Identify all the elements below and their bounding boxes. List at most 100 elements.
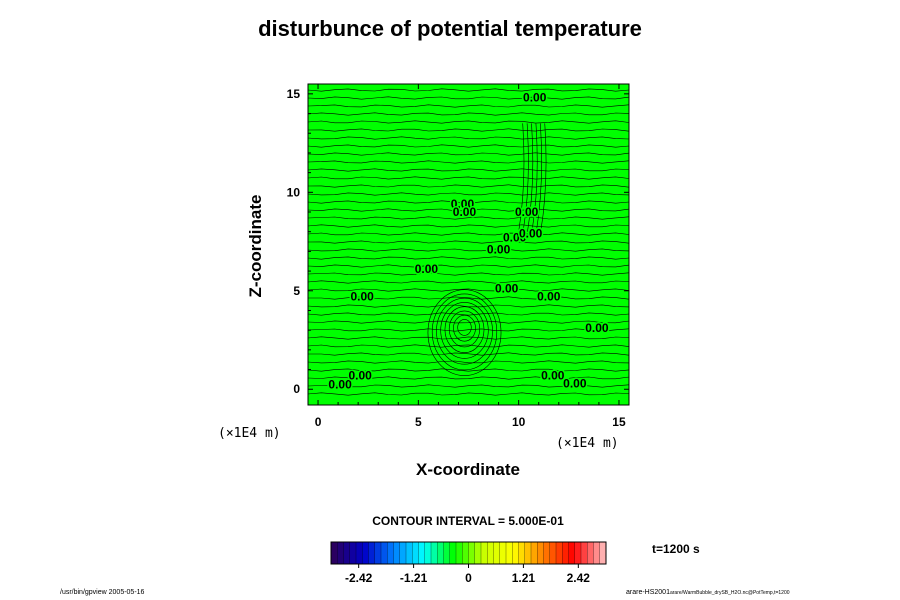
colorbar-cell	[524, 542, 532, 564]
bubble-contour	[431, 293, 498, 371]
contour-line	[307, 248, 630, 252]
colorbar-cell	[574, 542, 582, 564]
colorbar-cell	[481, 542, 488, 564]
colorbar-cell	[418, 542, 426, 564]
contour-line	[307, 152, 630, 156]
colorbar-cell	[462, 542, 469, 564]
plume-contour	[522, 123, 529, 232]
colorbar-cell	[412, 542, 419, 564]
y-tick-label: 0	[293, 382, 300, 396]
colorbar-tick-label: -2.42	[345, 571, 373, 585]
contour-label: 0.00	[350, 290, 374, 304]
colorbar-cell	[499, 542, 507, 564]
contour-line	[307, 192, 630, 196]
bubble-contour	[448, 310, 481, 348]
colorbar-cell	[406, 542, 413, 564]
contour-line	[307, 144, 630, 148]
bubble-contour	[436, 297, 493, 365]
colorbar-cell	[349, 542, 357, 564]
plot-frame	[307, 83, 630, 406]
colorbar-cell	[518, 542, 526, 564]
contour-line	[307, 264, 630, 268]
colorbar-cell	[593, 542, 601, 564]
contour-label: 0.00	[515, 205, 539, 219]
contour-line	[307, 160, 630, 164]
colorbar-cell	[443, 542, 451, 564]
bubble-contour	[427, 289, 502, 376]
y-axis-unit: (×1E4 m)	[218, 426, 281, 441]
contour-line	[307, 272, 630, 276]
colorbar-cell	[368, 542, 376, 564]
time-label: t=1200 s	[652, 542, 700, 556]
x-tick-label: 0	[315, 415, 322, 429]
contour-line	[307, 88, 630, 92]
contour-line	[307, 336, 630, 340]
colorbar-cell	[337, 542, 344, 564]
bubble-contour	[440, 302, 489, 359]
x-axis-ticks: 0 5 10 15	[315, 84, 626, 429]
colorbar-tick-label: 2.42	[567, 571, 591, 585]
contour-line	[307, 184, 630, 188]
colorbar-cell	[437, 542, 444, 564]
colorbar-cell	[537, 542, 544, 564]
colorbar-cell	[424, 542, 432, 564]
contour-line	[307, 128, 630, 132]
contour-line	[308, 296, 630, 300]
y-tick-label: 10	[287, 185, 301, 199]
colorbar-cell	[549, 542, 557, 564]
contour-label: 0.00	[453, 205, 477, 219]
contour-line	[307, 384, 630, 388]
colorbar-cell	[449, 542, 457, 564]
plume-contour	[518, 123, 525, 232]
contour-line	[307, 112, 630, 116]
footer-right: arare-HS2001arare/WarmBubble_drySB_H2O.n…	[626, 589, 790, 596]
colorbar-cell	[431, 542, 438, 564]
x-axis-label: X-coordinate	[416, 460, 520, 479]
contour-line	[307, 168, 630, 172]
contour-line	[307, 216, 630, 220]
contour-line	[307, 312, 630, 316]
contour-line	[307, 360, 630, 364]
colorbar-cell	[374, 542, 382, 564]
plume-contour	[531, 123, 538, 232]
contour-line	[307, 200, 630, 204]
y-axis-label: Z-coordinate	[246, 194, 265, 298]
colorbar-cell	[512, 542, 519, 564]
y-tick-label: 15	[287, 87, 301, 101]
x-tick-label: 10	[512, 415, 526, 429]
footer-right-main: arare-HS2001	[626, 589, 670, 596]
colorbar-cell	[599, 542, 607, 564]
colorbar-cell	[356, 542, 363, 564]
contour-line	[307, 392, 630, 396]
colorbar-cell	[568, 542, 576, 564]
plume-contour	[540, 123, 547, 232]
contour-label: 0.00	[503, 231, 527, 245]
colorbar-tick-label: 1.21	[512, 571, 536, 585]
colorbar-cell	[393, 542, 401, 564]
contour-label: 0.00	[585, 321, 609, 335]
colorbar-cell	[506, 542, 513, 564]
colorbar-cell	[456, 542, 463, 564]
y-axis-ticks: 0 5 10 15	[287, 87, 629, 396]
contour-line	[307, 240, 630, 244]
colorbar-cell	[362, 542, 369, 564]
contour-interval-label: CONTOUR INTERVAL = 5.000E-01	[372, 514, 564, 528]
contour-label: 0.00	[451, 197, 475, 211]
colorbar-cell	[493, 542, 501, 564]
bubble-contour	[453, 314, 476, 342]
footer-left: /usr/bin/gpview 2005-05-16	[60, 589, 145, 596]
x-axis-unit: (×1E4 m)	[556, 436, 619, 451]
contour-line	[307, 376, 630, 380]
contour-label: 0.00	[537, 290, 561, 304]
colorbar-cell	[331, 542, 338, 564]
contour-line	[307, 120, 630, 124]
chart-title: disturbunce of potential temperature	[258, 16, 642, 41]
colorbar-cell	[387, 542, 394, 564]
colorbar-cell	[399, 542, 407, 564]
colorbar-tick-label: -1.21	[400, 571, 428, 585]
plot-area	[308, 84, 629, 405]
contour-line	[307, 368, 630, 372]
plume-contour	[527, 123, 534, 232]
colorbar-cell	[487, 542, 494, 564]
